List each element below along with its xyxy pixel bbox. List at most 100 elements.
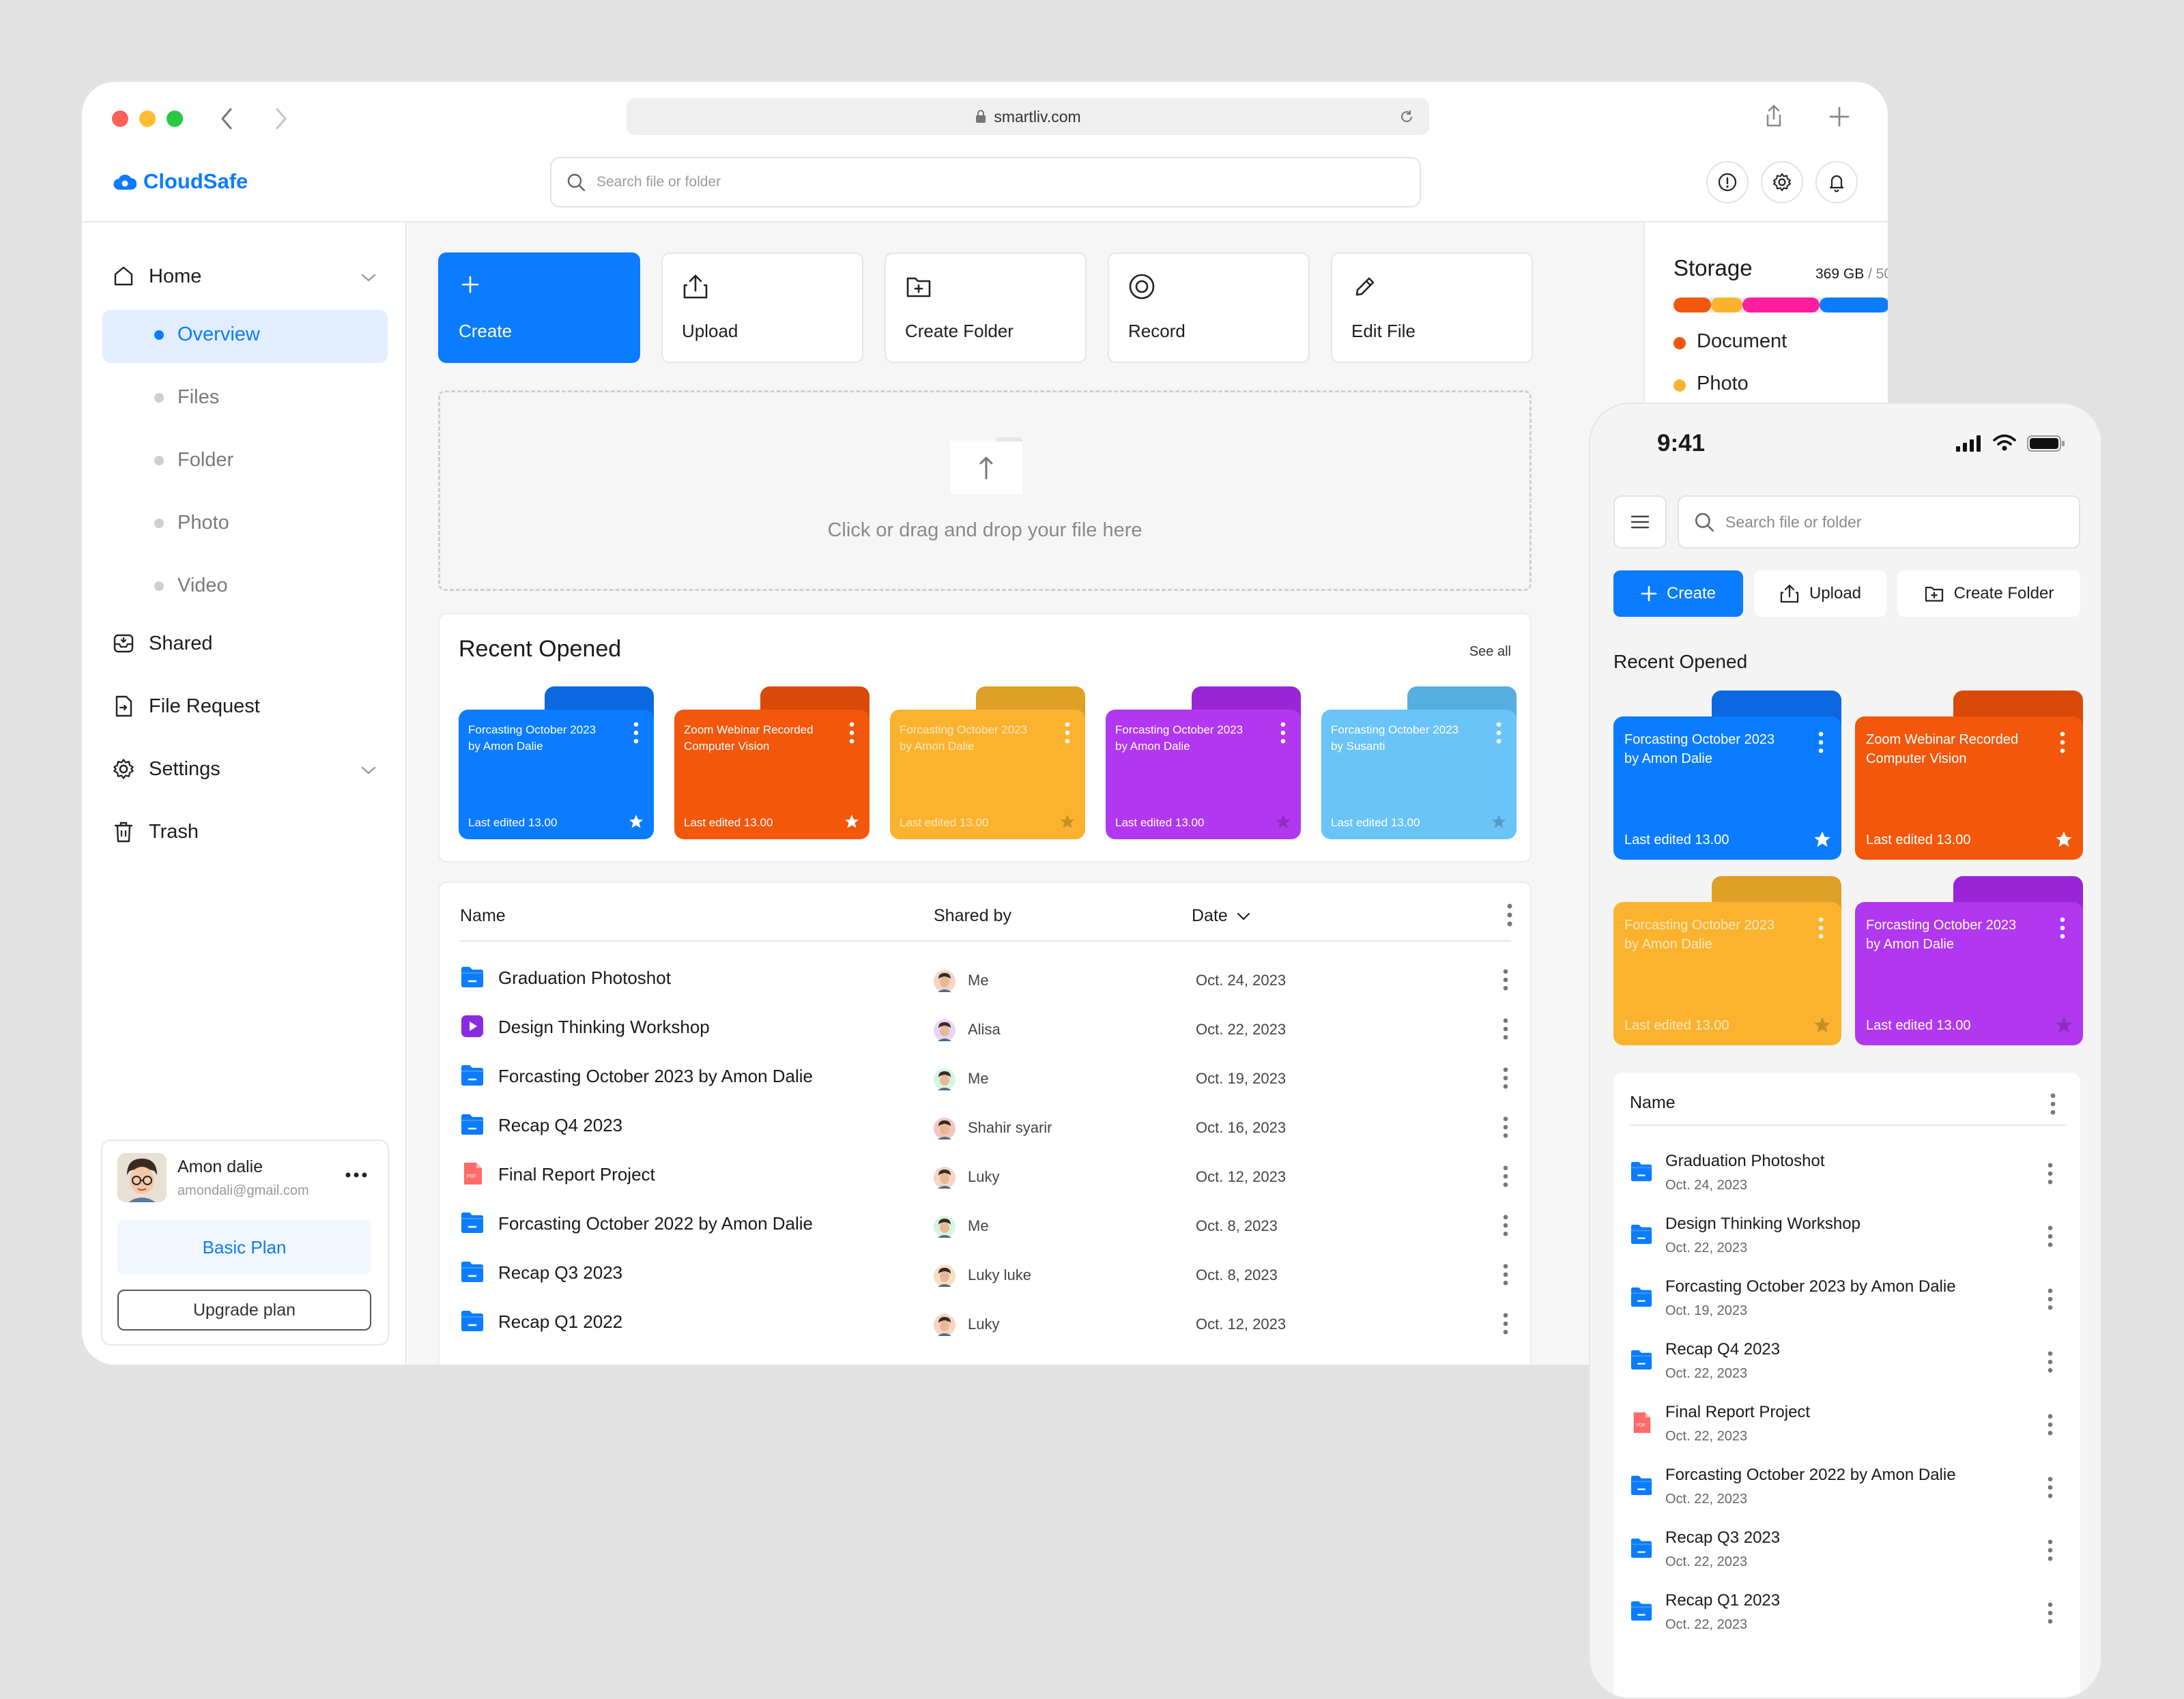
list-item[interactable]: Design Thinking Workshop Oct. 22, 2023 (1613, 1209, 2080, 1272)
forward-arrow-icon[interactable] (273, 106, 289, 131)
settings-button[interactable] (1761, 161, 1803, 203)
more-vertical-icon[interactable] (2048, 1602, 2053, 1624)
create-button[interactable]: Create (1613, 570, 1743, 617)
new-tab-icon[interactable] (1829, 106, 1850, 127)
more-vertical-icon[interactable] (849, 722, 854, 744)
star-icon[interactable] (1813, 1015, 1832, 1034)
upload-button[interactable]: Upload (661, 252, 863, 363)
more-vertical-icon[interactable] (1507, 903, 1512, 927)
close-window-button[interactable] (112, 111, 128, 127)
back-arrow-icon[interactable] (218, 106, 235, 131)
more-horizontal-icon[interactable] (345, 1172, 367, 1178)
chevron-down-icon[interactable] (360, 766, 377, 775)
info-button[interactable] (1706, 161, 1749, 203)
edit-file-button[interactable]: Edit File (1331, 252, 1533, 363)
sidebar-item-video[interactable]: Video (154, 575, 228, 597)
reload-icon[interactable] (1399, 109, 1414, 124)
more-vertical-icon[interactable] (2048, 1288, 2053, 1310)
column-header-shared-by[interactable]: Shared by (934, 906, 1011, 925)
star-icon[interactable] (1059, 813, 1076, 830)
minimize-window-button[interactable] (139, 111, 156, 127)
recent-file-card[interactable]: Zoom Webinar Recorded Computer Vision Las… (1855, 691, 2083, 860)
table-row[interactable]: Recap Q4 2023 Shahir syarir Oct. 16, 2023 (440, 1105, 1530, 1146)
create-button[interactable]: Create (438, 252, 640, 363)
column-header-date[interactable]: Date (1192, 906, 1251, 926)
table-row[interactable]: Graduation Photoshot Me Oct. 24, 2023 (440, 958, 1530, 999)
more-vertical-icon[interactable] (1496, 722, 1502, 744)
more-vertical-icon[interactable] (1503, 1215, 1508, 1236)
star-icon[interactable] (844, 813, 860, 830)
star-icon[interactable] (628, 813, 644, 830)
sidebar-item-settings[interactable]: Settings (112, 757, 220, 781)
more-vertical-icon[interactable] (1818, 731, 1824, 753)
more-vertical-icon[interactable] (1503, 1067, 1508, 1089)
sidebar-item-trash[interactable]: Trash (112, 820, 199, 843)
table-row[interactable]: Forcasting October 2023 by Amon Dalie Me O… (440, 1056, 1530, 1097)
cloudsafe-logo[interactable]: CloudSafe (113, 169, 248, 194)
table-row[interactable]: Recap Q3 2023 Luky luke Oct. 8, 2023 (440, 1253, 1530, 1294)
more-vertical-icon[interactable] (2050, 1093, 2056, 1115)
star-icon[interactable] (1491, 813, 1507, 830)
more-vertical-icon[interactable] (1818, 917, 1824, 939)
sidebar-item-folder[interactable]: Folder (154, 449, 233, 471)
star-icon[interactable] (1813, 830, 1832, 849)
star-icon[interactable] (1275, 813, 1291, 830)
table-row[interactable]: Design Thinking Workshop Alisa Oct. 22, 20… (440, 1007, 1530, 1048)
upload-button[interactable]: Upload (1754, 570, 1886, 617)
more-vertical-icon[interactable] (2048, 1225, 2053, 1247)
table-row[interactable]: PDF Final Report Project Luky Oct. 12, 2023 (440, 1155, 1530, 1195)
list-item[interactable]: Forcasting October 2023 by Amon Dalie Oct… (1613, 1272, 2080, 1335)
more-vertical-icon[interactable] (2048, 1539, 2053, 1561)
recent-file-card[interactable]: Forcasting October 2023 by Amon Dalie Las… (890, 686, 1085, 839)
recent-file-card[interactable]: Forcasting October 2023 by Amon Dalie Las… (1613, 876, 1841, 1045)
search-input[interactable]: Search file or folder (550, 157, 1421, 207)
avatar[interactable] (117, 1153, 167, 1202)
sidebar-item-photo[interactable]: Photo (154, 512, 229, 534)
list-item[interactable]: Recap Q1 2023 Oct. 22, 2023 (1613, 1586, 2080, 1649)
address-bar[interactable]: smartliv.com (627, 98, 1429, 135)
sidebar-item-file-request[interactable]: File Request (112, 695, 260, 718)
list-item[interactable]: Recap Q4 2023 Oct. 22, 2023 (1613, 1335, 2080, 1397)
more-vertical-icon[interactable] (1280, 722, 1286, 744)
more-vertical-icon[interactable] (1503, 1165, 1508, 1187)
more-vertical-icon[interactable] (2060, 731, 2065, 753)
star-icon[interactable] (2054, 1015, 2073, 1034)
search-input[interactable]: Search file or folder (1678, 495, 2080, 549)
star-icon[interactable] (2054, 830, 2073, 849)
sidebar-item-files[interactable]: Files (154, 386, 219, 409)
notifications-button[interactable] (1815, 161, 1858, 203)
more-vertical-icon[interactable] (1503, 1313, 1508, 1335)
sidebar-item-home[interactable]: Home (112, 265, 201, 288)
more-vertical-icon[interactable] (1503, 1116, 1508, 1138)
list-item[interactable]: Graduation Photoshot Oct. 24, 2023 (1613, 1146, 2080, 1209)
recent-file-card[interactable]: Forcasting October 2023 by Amon Dalie Las… (459, 686, 654, 839)
see-all-link[interactable]: See all (1469, 644, 1511, 659)
recent-file-card[interactable]: Forcasting October 2023 by Susanti Last e… (1321, 686, 1517, 839)
recent-file-card[interactable]: Forcasting October 2023 by Amon Dalie Las… (1613, 691, 1841, 860)
more-vertical-icon[interactable] (633, 722, 639, 744)
more-vertical-icon[interactable] (2060, 917, 2065, 939)
recent-file-card[interactable]: Forcasting October 2023 by Amon Dalie Las… (1106, 686, 1301, 839)
recent-file-card[interactable]: Zoom Webinar Recorded Computer Vision Las… (674, 686, 870, 839)
menu-button[interactable] (1613, 495, 1667, 549)
upgrade-plan-button[interactable]: Upgrade plan (117, 1290, 371, 1331)
list-item[interactable]: Recap Q3 2023 Oct. 22, 2023 (1613, 1523, 2080, 1586)
recent-file-card[interactable]: Forcasting October 2023 by Amon Dalie Las… (1855, 876, 2083, 1045)
more-vertical-icon[interactable] (2048, 1477, 2053, 1498)
more-vertical-icon[interactable] (2048, 1414, 2053, 1436)
column-header-name[interactable]: Name (460, 906, 506, 925)
share-icon[interactable] (1764, 104, 1784, 128)
column-header-name[interactable]: Name (1630, 1093, 1676, 1112)
create-folder-button[interactable]: Create Folder (1897, 570, 2080, 617)
chevron-down-icon[interactable] (360, 273, 377, 282)
table-row[interactable]: Recap Q1 2022 Luky Oct. 12, 2023 (440, 1302, 1530, 1343)
more-vertical-icon[interactable] (1503, 1018, 1508, 1040)
maximize-window-button[interactable] (167, 111, 183, 127)
list-item[interactable]: Forcasting October 2022 by Amon Dalie Oct… (1613, 1460, 2080, 1523)
more-vertical-icon[interactable] (1503, 969, 1508, 991)
basic-plan-badge[interactable]: Basic Plan (117, 1220, 371, 1275)
sidebar-item-overview[interactable]: Overview (154, 323, 260, 346)
more-vertical-icon[interactable] (1503, 1264, 1508, 1286)
list-item[interactable]: PDF Final Report Project Oct. 22, 2023 (1613, 1397, 2080, 1460)
table-row[interactable]: Forcasting October 2022 by Amon Dalie Me O… (440, 1204, 1530, 1245)
